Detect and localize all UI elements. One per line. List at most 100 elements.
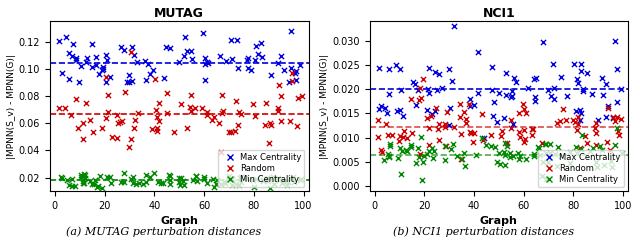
Point: [103, 93, 113, 97]
Point: [406, 143, 416, 147]
Point: [111, 136, 122, 140]
Point: [580, 134, 590, 137]
Point: [489, 100, 499, 104]
Point: [466, 131, 476, 135]
Point: [611, 39, 621, 43]
Point: [276, 120, 286, 123]
Point: [276, 181, 287, 185]
Point: [287, 79, 298, 83]
Point: [471, 153, 481, 157]
Point: [149, 171, 159, 174]
Point: [297, 95, 307, 98]
Point: [537, 141, 547, 145]
Point: [612, 67, 622, 71]
Point: [502, 142, 512, 146]
Point: [115, 120, 125, 123]
Point: [97, 126, 107, 130]
Point: [241, 175, 251, 179]
Point: [72, 126, 83, 130]
Point: [185, 105, 195, 109]
Point: [434, 138, 444, 142]
Point: [418, 160, 428, 164]
Point: [582, 71, 592, 75]
Point: [605, 148, 615, 152]
Point: [501, 93, 511, 97]
Point: [202, 181, 212, 185]
Point: [124, 80, 134, 84]
Point: [120, 90, 131, 94]
Point: [296, 177, 307, 181]
Point: [565, 150, 575, 154]
Point: [265, 186, 275, 190]
Point: [159, 76, 169, 80]
Point: [127, 45, 138, 49]
Point: [101, 116, 111, 120]
Point: [398, 135, 408, 139]
Point: [384, 154, 394, 158]
Point: [507, 94, 517, 98]
Point: [398, 114, 408, 118]
Point: [284, 80, 294, 84]
Point: [376, 104, 386, 108]
Point: [97, 186, 108, 190]
Point: [424, 149, 434, 153]
Point: [499, 141, 509, 145]
Point: [578, 89, 588, 93]
Point: [467, 140, 477, 144]
Point: [186, 49, 196, 53]
Point: [56, 175, 67, 179]
Point: [70, 184, 81, 188]
Point: [140, 59, 150, 63]
Point: [164, 173, 175, 177]
Point: [162, 111, 172, 115]
Point: [250, 177, 260, 181]
Point: [607, 115, 618, 119]
Point: [426, 112, 436, 116]
Point: [508, 76, 518, 80]
Point: [416, 96, 426, 99]
Point: [476, 135, 486, 139]
Point: [406, 145, 416, 149]
Point: [473, 91, 483, 95]
Point: [94, 72, 104, 76]
Point: [141, 180, 151, 184]
Point: [265, 121, 275, 125]
Point: [395, 134, 405, 138]
Point: [236, 112, 246, 116]
Point: [493, 91, 504, 95]
Point: [612, 115, 622, 119]
Point: [218, 109, 228, 113]
Point: [412, 103, 422, 107]
Point: [76, 63, 86, 67]
Point: [424, 66, 435, 70]
Point: [384, 155, 394, 159]
Point: [616, 117, 627, 121]
Point: [219, 180, 229, 184]
Point: [260, 123, 270, 127]
Point: [408, 80, 418, 84]
Point: [154, 119, 164, 123]
Point: [221, 59, 231, 63]
Point: [273, 106, 284, 110]
Point: [141, 78, 151, 82]
Point: [207, 118, 218, 122]
Point: [233, 123, 243, 127]
Point: [116, 45, 126, 49]
Point: [170, 130, 180, 134]
Point: [88, 130, 98, 134]
Point: [235, 176, 245, 180]
Point: [456, 132, 466, 136]
Point: [91, 55, 101, 59]
Point: [231, 182, 241, 186]
Point: [199, 175, 209, 179]
Point: [515, 154, 525, 158]
Point: [129, 53, 140, 57]
Point: [529, 95, 540, 99]
Point: [538, 160, 548, 164]
Point: [67, 177, 77, 181]
Point: [538, 40, 548, 44]
Point: [211, 182, 221, 186]
Point: [217, 93, 227, 97]
Point: [511, 80, 522, 84]
Point: [101, 53, 111, 57]
